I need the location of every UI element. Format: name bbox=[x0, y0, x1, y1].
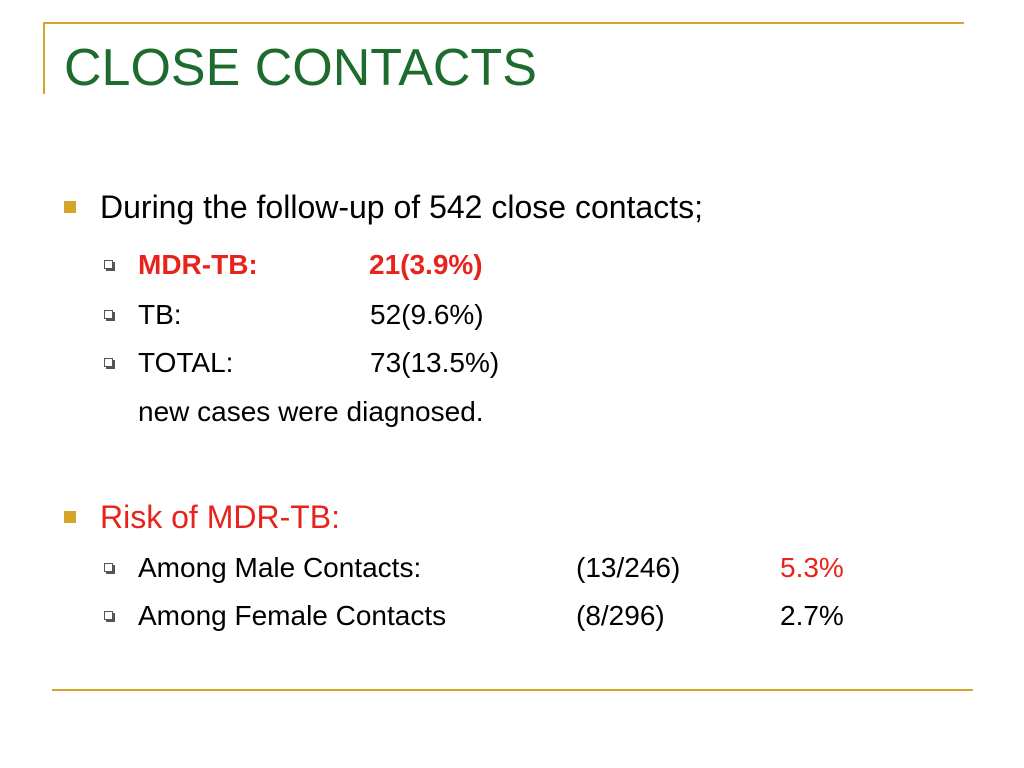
sub-item-label: TOTAL: bbox=[138, 347, 234, 378]
sub-item-percent: 5.3% bbox=[780, 552, 844, 583]
checkbox-bullet-icon bbox=[104, 310, 113, 319]
checkbox-bullet-icon bbox=[104, 611, 113, 620]
sub-item-ratio: (8/296) bbox=[576, 600, 665, 631]
checkbox-bullet-icon bbox=[104, 563, 113, 572]
sub-item-value: 52(9.6%) bbox=[370, 299, 484, 330]
sub-item-label: Among Male Contacts: bbox=[138, 552, 422, 583]
sub-item-label: MDR-TB: bbox=[138, 249, 258, 280]
note-new-cases: new cases were diagnosed. bbox=[138, 396, 484, 427]
sub-item-percent: 2.7% bbox=[780, 600, 844, 631]
bullet-risk-text: Risk of MDR-TB: bbox=[100, 499, 340, 535]
bullet-follow-up-text: During the follow-up of 542 close contac… bbox=[100, 189, 703, 225]
checkbox-bullet-icon bbox=[104, 260, 113, 269]
sub-item-label: Among Female Contacts bbox=[138, 600, 447, 631]
square-bullet-icon bbox=[64, 511, 76, 523]
left-accent-rule bbox=[43, 22, 45, 94]
square-bullet-icon bbox=[64, 201, 76, 213]
sub-item-value: 21(3.9%) bbox=[369, 249, 483, 280]
sub-item-ratio: (13/246) bbox=[576, 552, 681, 583]
bottom-accent-rule bbox=[52, 689, 973, 691]
slide-title: CLOSE CONTACTS bbox=[64, 39, 537, 97]
sub-item-value: 73(13.5%) bbox=[370, 347, 500, 378]
checkbox-bullet-icon bbox=[104, 358, 113, 367]
sub-item-label: TB: bbox=[138, 299, 182, 330]
top-accent-rule bbox=[43, 22, 964, 24]
